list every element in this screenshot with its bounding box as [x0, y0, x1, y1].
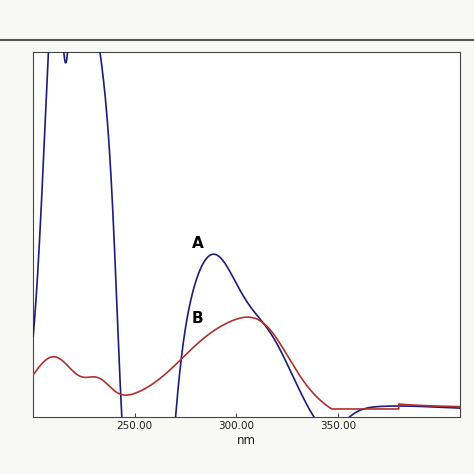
Text: B: B: [191, 310, 203, 326]
X-axis label: nm: nm: [237, 434, 256, 447]
Text: A: A: [191, 236, 203, 251]
